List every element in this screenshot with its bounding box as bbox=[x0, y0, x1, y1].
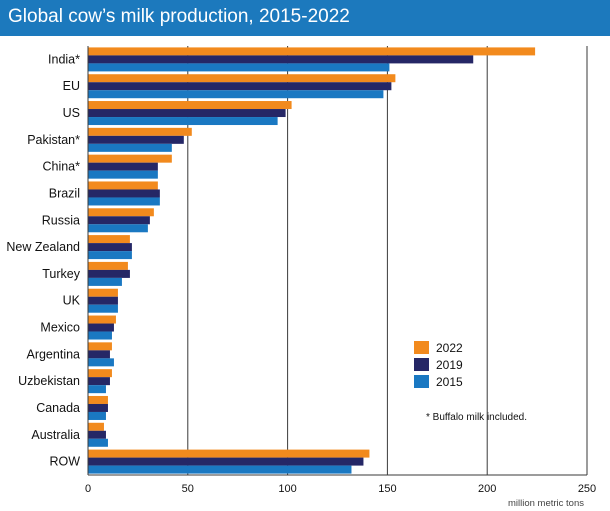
category-label: Brazil bbox=[49, 186, 80, 200]
bar-2015 bbox=[88, 304, 118, 313]
category-label: Pakistan* bbox=[27, 133, 80, 147]
plot-panel: 0 50 100 150 200 250 India* EU US Pakistan* China*… bbox=[0, 36, 610, 511]
bar-2022 bbox=[88, 342, 112, 351]
category-label: New Zealand bbox=[6, 240, 80, 254]
category-label: India* bbox=[48, 52, 80, 66]
bar-2019 bbox=[88, 457, 364, 466]
bar-2015 bbox=[88, 90, 384, 99]
legend-swatch-2015 bbox=[414, 375, 429, 388]
category-label: Argentina bbox=[26, 347, 80, 361]
legend-swatch-2022 bbox=[414, 341, 429, 354]
category-label: Mexico bbox=[40, 321, 80, 335]
bar-2015 bbox=[88, 63, 390, 72]
bar-2022 bbox=[88, 47, 536, 56]
bar-2019 bbox=[88, 323, 114, 332]
bar-2022 bbox=[88, 101, 292, 110]
bar-2022 bbox=[88, 74, 396, 83]
bar-chart: 0 50 100 150 200 250 India* EU US Pakistan* China*… bbox=[6, 46, 596, 509]
bar-2015 bbox=[88, 197, 160, 206]
bar-2022 bbox=[88, 395, 108, 404]
chart-header: Global cow’s milk production, 2015-2022 bbox=[0, 0, 610, 36]
category-label: Canada bbox=[36, 401, 80, 415]
bar-2019 bbox=[88, 430, 106, 439]
bar-2022 bbox=[88, 449, 370, 458]
legend-label: 2015 bbox=[436, 375, 463, 389]
bar-2022 bbox=[88, 235, 130, 244]
bar-2015 bbox=[88, 277, 122, 286]
x-tick-label: 100 bbox=[278, 483, 296, 495]
bar-2022 bbox=[88, 127, 192, 136]
bar-2022 bbox=[88, 181, 158, 190]
x-tick-label: 50 bbox=[182, 483, 194, 495]
category-label: Uzbekistan bbox=[18, 374, 80, 388]
x-tick-label: 250 bbox=[578, 483, 596, 495]
bar-2019 bbox=[88, 135, 184, 144]
category-label: China* bbox=[42, 160, 80, 174]
bar-2015 bbox=[88, 251, 132, 260]
bar-2022 bbox=[88, 369, 112, 378]
x-axis-unit-label: million metric tons bbox=[508, 498, 584, 509]
bar-2015 bbox=[88, 143, 172, 152]
bar-2019 bbox=[88, 216, 150, 225]
bar-2019 bbox=[88, 350, 110, 359]
bar-2019 bbox=[88, 162, 158, 171]
x-tick-label: 0 bbox=[85, 483, 91, 495]
bar-2019 bbox=[88, 82, 392, 91]
bar-2015 bbox=[88, 385, 106, 394]
bar-2015 bbox=[88, 117, 278, 126]
bar-2019 bbox=[88, 403, 108, 412]
category-label: Russia bbox=[42, 213, 80, 227]
x-tick-label: 200 bbox=[478, 483, 496, 495]
bar-2019 bbox=[88, 55, 474, 64]
bar-2015 bbox=[88, 465, 352, 474]
bar-2022 bbox=[88, 422, 104, 431]
chart-title: Global cow’s milk production, 2015-2022 bbox=[8, 6, 350, 27]
legend-label: 2019 bbox=[436, 358, 463, 372]
category-label: EU bbox=[63, 79, 80, 93]
bar-2015 bbox=[88, 358, 114, 367]
bar-2015 bbox=[88, 438, 108, 447]
bar-2019 bbox=[88, 296, 118, 305]
category-label: UK bbox=[63, 294, 81, 308]
category-label: ROW bbox=[49, 455, 80, 469]
bar-2022 bbox=[88, 288, 118, 297]
footnote: * Buffalo milk included. bbox=[426, 412, 527, 423]
bar-2022 bbox=[88, 315, 116, 324]
bar-2015 bbox=[88, 224, 148, 233]
bar-2015 bbox=[88, 170, 158, 179]
bar-2019 bbox=[88, 189, 160, 198]
bar-2019 bbox=[88, 377, 110, 386]
bar-2019 bbox=[88, 269, 130, 278]
category-label: Turkey bbox=[42, 267, 80, 281]
bar-2022 bbox=[88, 154, 172, 163]
bar-2022 bbox=[88, 261, 128, 270]
category-label: Australia bbox=[31, 428, 80, 442]
bar-2015 bbox=[88, 331, 112, 340]
legend-label: 2022 bbox=[436, 341, 463, 355]
legend-swatch-2019 bbox=[414, 358, 429, 371]
bar-2019 bbox=[88, 109, 286, 118]
bar-2022 bbox=[88, 208, 154, 217]
bar-2015 bbox=[88, 411, 106, 420]
bar-2019 bbox=[88, 243, 132, 252]
x-tick-label: 150 bbox=[378, 483, 396, 495]
category-label: US bbox=[63, 106, 80, 120]
